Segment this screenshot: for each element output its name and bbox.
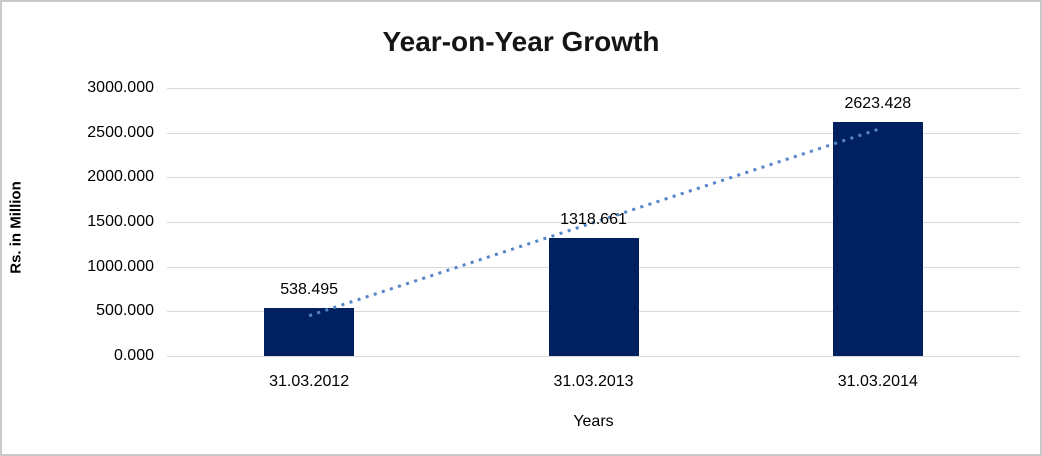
gridline: [167, 88, 1020, 89]
y-tick-label: 2000.000: [87, 168, 154, 186]
x-tick-label: 31.03.2014: [837, 373, 918, 390]
y-axis-title: Rs. in Million: [7, 181, 25, 274]
bar-31.03.2012: [264, 307, 355, 356]
x-axis-title: Years: [573, 413, 614, 430]
x-tick-label: 31.03.2012: [269, 373, 350, 390]
chart-title: Year-on-Year Growth: [382, 26, 660, 57]
gridline: [167, 356, 1020, 357]
y-tick-label: 0.000: [113, 347, 154, 364]
x-tick-label: 31.03.2013: [553, 373, 634, 390]
bar-31.03.2013: [548, 238, 639, 356]
bar-value-label: 2623.428: [844, 94, 912, 112]
y-tick-label: 500.000: [96, 302, 154, 320]
y-tick-label: 1500.000: [87, 213, 154, 230]
bar-value-label: 538.495: [280, 280, 339, 298]
y-tick-label: 1000.000: [87, 257, 154, 275]
y-tick-label: 3000.000: [87, 79, 154, 96]
bar-31.03.2014: [832, 121, 923, 356]
bar-value-label: 1318.661: [560, 211, 627, 229]
y-tick-label: 2500.000: [87, 123, 154, 141]
